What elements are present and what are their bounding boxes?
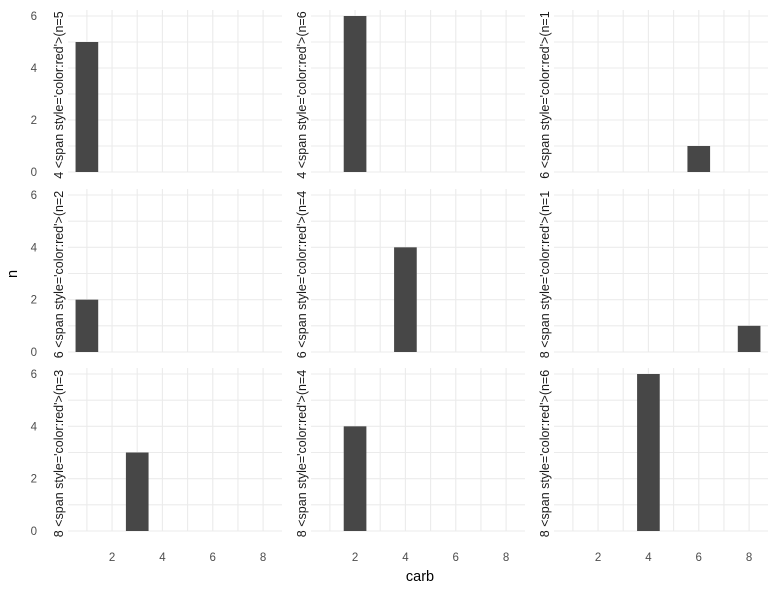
x-tick-label: 4 [159,552,166,564]
y-tick-label: 0 [31,347,37,359]
facet-panel: 8 <span style='color:red'>(n=3 0 2 4 6 2 4 6 8 [31,368,282,564]
facet-panel: 4 <span style='color:red'>(n=6 [295,10,525,179]
strip-label: 8 <span style='color:red'>(n=4 [295,370,309,537]
y-tick-label: 4 [31,421,38,433]
y-tick-label: 2 [31,474,37,486]
bar [75,42,99,172]
strip-label: 6 <span style='color:red'>(n=2 [52,191,66,358]
bar [394,247,417,352]
facet-panel: 6 <span style='color:red'>(n=1 [538,10,768,179]
x-tick-label: 2 [595,552,601,564]
strip-label: 4 <span style='color:red'>(n=6 [295,11,309,178]
bar [75,299,99,352]
facet-panel: 6 <span style='color:red'>(n=4 [295,189,525,358]
y-tick-label: 6 [31,11,37,23]
facet-panel: 8 <span style='color:red'>(n=6 2 4 6 8 [538,368,768,564]
x-tick-label: 4 [645,552,652,564]
strip-label: 4 <span style='color:red'>(n=5 [52,11,66,178]
x-tick-label: 6 [453,552,459,564]
y-tick-label: 6 [31,369,37,381]
y-tick-label: 2 [31,115,37,127]
strip-label: 6 <span style='color:red'>(n=1 [538,11,552,178]
x-tick-label: 8 [503,552,509,564]
facet-panel: 6 <span style='color:red'>(n=2 0 2 4 6 [31,189,282,359]
y-tick-label: 4 [31,242,38,254]
bar [637,374,660,531]
x-axis-title: carb [406,569,434,585]
strip-label: 8 <span style='color:red'>(n=1 [538,191,552,358]
x-tick-label: 2 [109,552,115,564]
facet-panel: 8 <span style='color:red'>(n=1 [538,189,768,358]
bar [343,426,367,531]
x-tick-label: 8 [260,552,266,564]
facet-panel: 4 <span style='color:red'>(n=5 0 2 4 6 [31,10,282,179]
bar [125,452,149,531]
y-tick-label: 4 [31,63,38,75]
x-tick-label: 8 [746,552,752,564]
bar [737,325,761,352]
strip-label: 6 <span style='color:red'>(n=4 [295,191,309,358]
y-axis-title: n [5,270,21,278]
y-tick-label: 6 [31,190,37,202]
x-tick-label: 6 [696,552,702,564]
x-tick-label: 4 [402,552,409,564]
y-tick-label: 0 [31,526,37,538]
x-tick-label: 6 [210,552,216,564]
bar [343,16,367,172]
facet-panel: 8 <span style='color:red'>(n=4 2 4 6 8 [295,368,525,564]
bar [687,146,711,172]
y-tick-label: 2 [31,295,37,307]
y-tick-label: 0 [31,167,37,179]
x-tick-label: 2 [352,552,358,564]
strip-label: 8 <span style='color:red'>(n=3 [52,370,66,537]
strip-label: 8 <span style='color:red'>(n=6 [538,370,552,537]
